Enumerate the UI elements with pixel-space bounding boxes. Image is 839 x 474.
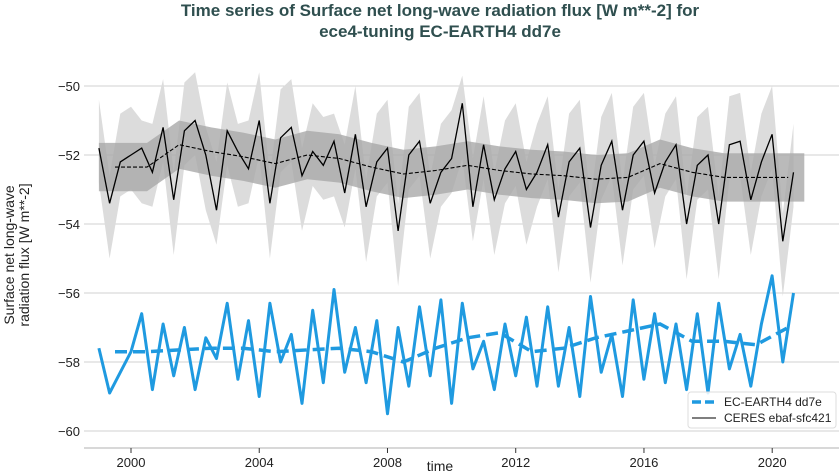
y-tick-label: −52: [58, 148, 80, 163]
legend: EC-EARTH4 dd7e CERES ebaf-sfc421: [687, 391, 837, 429]
y-tick-label: −50: [58, 79, 80, 94]
y-axis-label-line2: radiation flux [W m**-2]: [16, 183, 32, 326]
chart-title-line1: Time series of Surface net long-wave rad…: [181, 1, 700, 20]
legend-box: [687, 391, 837, 429]
y-tick-label: −54: [58, 217, 80, 232]
x-tick-label: 2012: [501, 455, 530, 470]
y-tick-label: −60: [58, 424, 80, 439]
obs-series-line: [98, 103, 795, 242]
obs-running-mean-line: [115, 144, 789, 180]
y-axis-label-line1: Surface net long-wave: [1, 185, 17, 325]
chart-title-line2: ece4-tuning EC-EARTH4 dd7e: [319, 22, 561, 41]
x-tick-label: 2020: [758, 455, 787, 470]
legend-model-label: EC-EARTH4 dd7e: [724, 395, 822, 409]
legend-obs-label: CERES ebaf-sfc421: [724, 411, 832, 425]
x-tick-label: 2004: [245, 455, 274, 470]
x-axis-label: time: [427, 458, 454, 474]
x-tick-label: 2008: [373, 455, 402, 470]
y-tick-label: −56: [58, 286, 80, 301]
model-running-mean-line: [115, 322, 790, 364]
y-tick-label: −58: [58, 355, 80, 370]
x-tick-label: 2016: [629, 455, 658, 470]
x-tick-label: 2000: [117, 455, 146, 470]
